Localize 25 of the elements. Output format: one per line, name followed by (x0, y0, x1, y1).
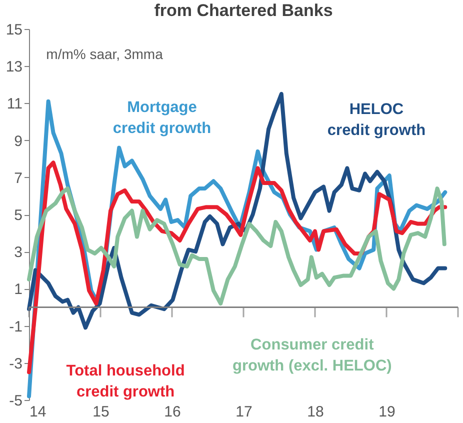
y-tick-label: 11 (6, 96, 22, 113)
line-series (27, 160, 448, 374)
y-tick-label: 1 (14, 281, 22, 298)
line-series (27, 186, 446, 306)
series-label: Mortgage credit growth (112, 98, 212, 137)
text: Total household credit growth (66, 362, 185, 400)
x-tick-label: 17 (236, 404, 252, 420)
x-tick-label: 16 (164, 404, 181, 420)
text: Consumer credit growth (excl. HELOC) (232, 336, 392, 374)
x-tick-label: 19 (378, 404, 396, 420)
chart-title: from Chartered Banks (154, 1, 333, 20)
annotation: m/m% saar, 3mma (46, 46, 164, 62)
y-tick-label: -3 (9, 355, 22, 372)
text: HELOC credit growth (327, 100, 426, 139)
y-tick-label: -5 (9, 392, 22, 410)
y-tick-label: 3 (14, 244, 22, 262)
x-tick-label: 14 (30, 404, 46, 420)
y-tick-label: 7 (14, 170, 22, 187)
x-tick-label: 15 (92, 404, 110, 420)
y-tick-label: -1 (9, 318, 22, 336)
x-tick-label: 18 (307, 404, 324, 420)
y-tick-label: 15 (6, 22, 22, 38)
y-tick-label: 9 (14, 132, 22, 150)
y-tick-label: 5 (14, 207, 22, 224)
y-tick-label: 13 (6, 58, 22, 76)
